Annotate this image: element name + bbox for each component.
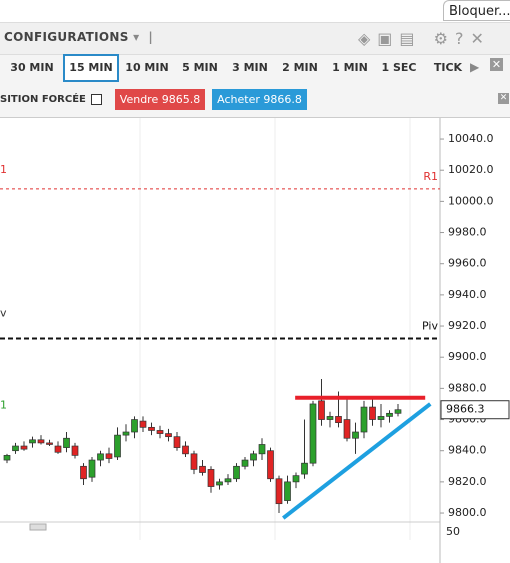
y-tick-label: 10020.0	[448, 163, 494, 176]
timeframe-button[interactable]: 1 MIN	[332, 61, 368, 74]
candle-body	[97, 453, 104, 461]
candle-body	[131, 419, 138, 433]
y-tick-label: 9820.0	[448, 475, 487, 488]
candle-body	[182, 445, 189, 455]
caret: ▾ |	[133, 30, 154, 44]
menu-text: CONFIGURATIONS	[4, 30, 129, 44]
y-tick-label: 9800.0	[448, 506, 487, 519]
candle-body	[233, 465, 240, 480]
y-tick-label: 10040.0	[448, 132, 494, 145]
candle-body	[250, 453, 257, 461]
candle-body	[29, 439, 36, 444]
candle-body	[190, 453, 198, 470]
candle-body	[318, 400, 325, 420]
candle-body	[309, 403, 317, 464]
candle-body	[326, 416, 334, 420]
timeframe-button[interactable]: 1 SEC	[381, 61, 417, 74]
candle-body	[343, 419, 351, 439]
candle-body	[122, 431, 130, 436]
toolbar-icons[interactable]: ◈▣▤ ⚙?✕	[358, 29, 491, 48]
candle-body	[88, 459, 96, 478]
candle-body	[360, 406, 368, 433]
candle-body	[139, 420, 147, 428]
candle-body	[20, 445, 28, 450]
left-label: 1	[0, 399, 7, 412]
candle-body	[394, 409, 402, 414]
candle-body	[224, 478, 232, 483]
timeframe-button[interactable]: 30 MIN	[10, 61, 54, 74]
candle-body	[105, 453, 113, 459]
candle-body	[3, 455, 11, 461]
candle-body	[114, 434, 121, 458]
y-tick-label: 9940.0	[448, 288, 487, 301]
candle-body	[301, 462, 308, 475]
menu[interactable]: CONFIGURATIONS ▾ |	[4, 30, 153, 44]
candle-body	[335, 416, 342, 424]
timeframe-button[interactable]: 2 MIN	[282, 61, 318, 74]
y-tick-label: 9880.0	[448, 381, 487, 394]
order-label: SITION FORCÉE	[0, 94, 86, 105]
candle-body	[173, 436, 181, 448]
candle-body	[63, 437, 70, 448]
candle-body	[156, 430, 164, 434]
candle-body	[80, 465, 87, 480]
level-label: R1	[423, 170, 438, 183]
candle-body	[352, 431, 359, 439]
candle-body	[377, 416, 385, 420]
candle-body	[241, 459, 249, 467]
close-icon[interactable]: ✕	[490, 58, 503, 71]
sell-button[interactable]: Vendre 9865.8	[115, 89, 205, 110]
candle-body	[37, 439, 45, 444]
tab[interactable]: Bloquer...	[443, 0, 510, 21]
candle-body	[207, 469, 215, 487]
candle-body	[46, 442, 53, 445]
candle-body	[71, 445, 79, 456]
y-tick-label: 9980.0	[448, 226, 487, 239]
left-label: v	[0, 307, 7, 320]
buy-button[interactable]: Acheter 9866.8	[212, 89, 307, 110]
volume-label: 50	[446, 525, 460, 538]
candle-body	[148, 426, 155, 431]
y-tick-label: 9900.0	[448, 350, 487, 363]
scroll-handle[interactable]	[29, 523, 47, 531]
left-label: 1	[0, 163, 7, 176]
close-icon[interactable]: ✕	[498, 93, 509, 104]
toolbar	[0, 22, 510, 55]
candle-body	[199, 465, 206, 473]
next-arrow[interactable]: ▶	[470, 60, 480, 74]
y-tick-label: 10000.0	[448, 194, 494, 207]
candle-body	[292, 475, 300, 483]
timeframe-button[interactable]: TICK	[433, 61, 463, 74]
timeframe-button[interactable]: 5 MIN	[182, 61, 218, 74]
level-label: Piv	[422, 320, 438, 333]
timeframe-button[interactable]: 10 MIN	[125, 61, 169, 74]
candle-body	[12, 445, 19, 452]
candle-body	[258, 444, 266, 455]
candle-body	[165, 433, 172, 438]
y-tick-label: 9840.0	[448, 444, 487, 457]
candle-body	[216, 481, 223, 486]
checkbox[interactable]	[91, 94, 102, 105]
candle-body	[369, 406, 376, 420]
candle-body	[284, 481, 291, 501]
candle-body	[386, 412, 393, 417]
last-price-box	[440, 400, 510, 420]
trendline	[282, 402, 432, 520]
y-tick-label: 9920.0	[448, 319, 487, 332]
last-price: 9866.3	[446, 403, 485, 416]
candle-body	[275, 478, 283, 505]
candle-body	[267, 450, 274, 480]
candle-body	[54, 445, 62, 453]
y-tick-label: 9960.0	[448, 257, 487, 270]
timeframe-button[interactable]: 3 MIN	[232, 61, 268, 74]
timeframe-button[interactable]: 15 MIN	[63, 54, 119, 82]
